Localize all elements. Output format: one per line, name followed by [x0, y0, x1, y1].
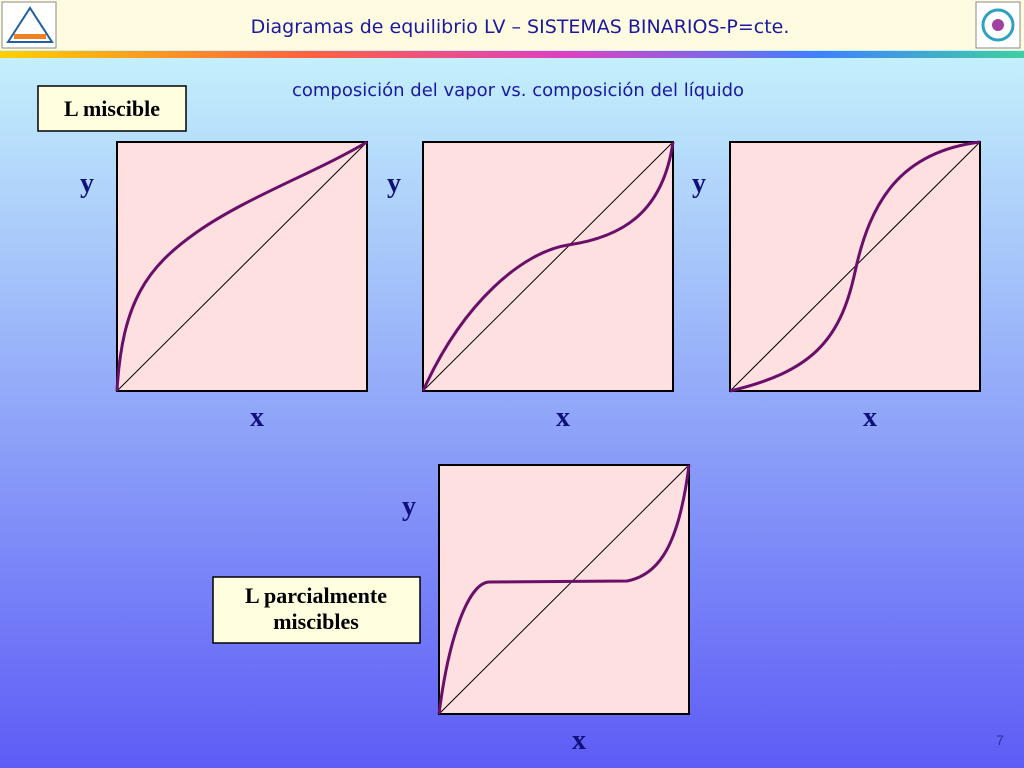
label-line: L parcialmente — [245, 583, 387, 608]
panel — [437, 464, 691, 715]
label-box: L parcialmente miscibles — [212, 576, 421, 644]
page-number: 7 — [996, 732, 1004, 748]
panel — [729, 140, 981, 393]
x-label: x — [556, 402, 570, 433]
y-label: y — [692, 168, 706, 199]
panel — [421, 141, 675, 392]
label-box: L miscible — [37, 85, 187, 132]
y-label: y — [387, 168, 401, 199]
subtitle: composición del vapor vs. composición de… — [292, 80, 744, 101]
logo-left — [1, 1, 57, 49]
y-label: y — [80, 168, 94, 199]
label-line: miscibles — [273, 609, 359, 634]
panel — [115, 140, 368, 392]
header-rule — [0, 51, 1024, 58]
x-label: x — [572, 725, 586, 756]
label: L parcialmente miscibles — [245, 583, 387, 634]
title: Diagramas de equilibrio LV – SISTEMAS BI… — [251, 16, 790, 38]
header-bar — [0, 0, 1024, 50]
x-label: x — [250, 402, 264, 433]
y-label: y — [402, 491, 416, 522]
x-label: x — [863, 402, 877, 433]
logo-right — [975, 1, 1021, 49]
label: L miscible — [64, 96, 160, 121]
